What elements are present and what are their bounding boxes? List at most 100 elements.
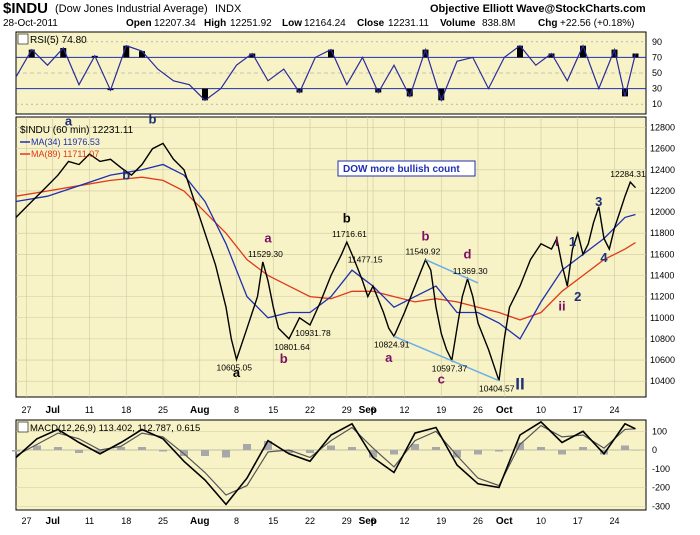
macd-tick-label: -300: [652, 501, 670, 511]
rsi-ticks: 90 70 50 30 10: [652, 37, 662, 109]
wave-labels: a b b a a b b a b d c II i 1 ii 2 3 4: [65, 111, 609, 393]
macd-histogram-bar: [453, 450, 461, 458]
x-tick-label: 12: [399, 405, 409, 415]
rsi-expand-icon[interactable]: [17, 33, 29, 45]
x-tick-label: 15: [268, 516, 278, 526]
macd-histogram-bar: [243, 444, 251, 450]
index-name: (Dow Jones Industrial Average): [55, 3, 208, 15]
x-tick-label: 11: [85, 405, 94, 415]
rsi-overbought-fill: [328, 49, 334, 58]
macd-histogram-bar: [558, 450, 566, 455]
x-tick-label: 8: [234, 405, 239, 415]
wave-label: i: [555, 234, 559, 249]
rsi-oversold-fill: [438, 88, 445, 101]
exchange: INDX: [215, 3, 242, 15]
wave-label: c: [438, 371, 445, 386]
price-value-label: 10824.91: [374, 339, 410, 349]
close-value: 12231.11: [388, 18, 429, 29]
price-value-labels: 10605.05 11529.30 10801.64 10931.78 11716.61…: [217, 169, 646, 394]
rsi-overbought-fill: [422, 49, 429, 58]
rsi-oversold-fill: [296, 88, 303, 93]
price-panel: 12800 12600 12400 12200 12000 11800 11600 11400…: [15, 111, 675, 398]
price-value-label: 11549.92: [406, 247, 441, 257]
macd-histogram-bar: [537, 447, 545, 450]
price-value-label: 12284.31: [610, 169, 646, 179]
macd-histogram: [12, 441, 640, 458]
rsi-tick-label: 10: [652, 99, 662, 109]
price-tick-label: 11000: [650, 313, 674, 323]
price-value-label: 10605.05: [217, 362, 253, 372]
price-tick-label: 12600: [650, 144, 675, 154]
macd-signal-line: [15, 424, 636, 496]
x-tick-label: Jul: [46, 516, 61, 527]
x-tick-label: 17: [573, 516, 583, 526]
wave-label: 2: [574, 289, 581, 304]
ma89-legend: MA(89) 11711.07: [31, 149, 99, 159]
x-tick-label: 22: [305, 516, 315, 526]
wave-label: b: [280, 351, 288, 366]
wave-label: d: [464, 247, 472, 262]
brand: Objective Elliott Wave@StockCharts.com: [430, 3, 646, 15]
rsi-overbought-fill: [580, 45, 586, 58]
macd-histogram-bar: [621, 445, 629, 450]
rsi-overbought-fill: [517, 45, 523, 58]
x-tick-label: 27: [21, 405, 31, 415]
x-tick-label: Sep: [359, 405, 377, 416]
x-tick-label: 12: [399, 516, 409, 526]
count-box-text: DOW more bullish count: [343, 164, 460, 175]
macd-histogram-bar: [96, 450, 104, 453]
macd-histogram-bar: [306, 450, 314, 453]
x-tick-label: 29: [342, 516, 352, 526]
low-label: Low: [282, 18, 302, 29]
trendline-lower: [393, 335, 500, 382]
high-value: 12251.92: [230, 18, 272, 29]
close-label: Close: [357, 18, 385, 29]
wave-label: ii: [558, 298, 565, 313]
macd-histogram-bar: [33, 445, 41, 450]
rsi-oversold-fill: [375, 88, 382, 93]
macd-histogram-bar: [495, 450, 503, 452]
rsi-tick-label: 90: [652, 37, 662, 47]
macd-histogram-bar: [180, 450, 188, 456]
rsi-overbought-fill: [123, 45, 130, 58]
macd-histogram-bar: [75, 450, 83, 453]
wave-label: a: [264, 231, 272, 246]
x-tick-label: 27: [21, 516, 31, 526]
macd-histogram-bar: [579, 447, 587, 450]
macd-histogram-bar: [285, 450, 293, 453]
price-tick-label: 10600: [650, 355, 675, 365]
x-tick-label: 17: [573, 405, 583, 415]
rsi-overbought-fill: [249, 53, 256, 58]
macd-histogram-bar: [411, 444, 419, 450]
wave-label: b: [122, 167, 130, 182]
header-date: 28-Oct-2011: [3, 18, 58, 29]
price-tick-label: 10800: [650, 334, 675, 344]
price-tick-label: 11200: [650, 292, 674, 302]
macd-histogram-bar: [390, 450, 398, 455]
price-value-label: 11369.30: [453, 266, 488, 276]
wave-label: b: [343, 211, 351, 226]
macd-expand-icon[interactable]: [17, 421, 29, 433]
symbol: $INDU: [3, 0, 48, 17]
low-value: 12164.24: [304, 18, 346, 29]
wave-label: b: [422, 229, 430, 244]
ma34-line: [15, 163, 636, 340]
rsi-line: [15, 44, 637, 103]
wave-label: a: [233, 365, 241, 380]
ma89-line: [15, 176, 636, 321]
x-tick-label: 19: [436, 516, 446, 526]
macd-tick-label: -200: [652, 483, 670, 493]
x-tick-label: 10: [536, 405, 546, 415]
rsi-tick-label: 30: [652, 84, 662, 94]
x-tick-label: 18: [121, 405, 131, 415]
x-tick-label: 24: [609, 516, 619, 526]
x-tick-label: 26: [473, 516, 483, 526]
macd-histogram-bar: [222, 450, 230, 458]
macd-histogram-bar: [600, 450, 608, 455]
macd-histogram-bar: [201, 450, 209, 456]
price-tick-label: 11400: [650, 270, 674, 280]
price-value-label: 10801.64: [274, 342, 310, 352]
price-tick-label: 11800: [650, 228, 674, 238]
